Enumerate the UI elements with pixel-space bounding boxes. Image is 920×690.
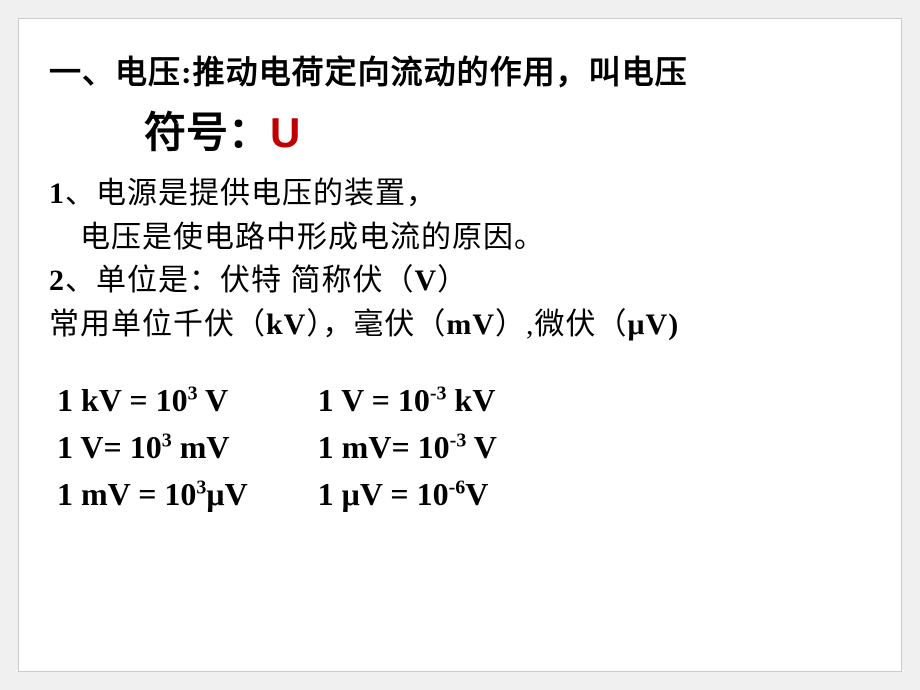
heading-line-2: 符号：U bbox=[144, 99, 871, 160]
point-1-text-1: 、电源是提供电压的装置， bbox=[65, 177, 437, 210]
conv-exp: -3 bbox=[450, 429, 467, 451]
point-2-num: 2 bbox=[49, 264, 65, 297]
point-2-close: ） bbox=[437, 264, 468, 297]
symbol-prefix: 符号： bbox=[144, 111, 270, 157]
conv-lhs: 1 mV bbox=[57, 476, 138, 512]
conv-rhs: mV bbox=[172, 429, 230, 465]
conv-lhs: 1 kV bbox=[57, 382, 129, 418]
conv-eq: = bbox=[104, 429, 130, 465]
conversions-right-col: 1 V = 10-3 kV1 mV= 10-3 V1 μV = 10-6V bbox=[318, 382, 497, 513]
conv-exp: 3 bbox=[196, 476, 206, 498]
conv-eq: = bbox=[390, 476, 416, 512]
conv-rhs: V bbox=[465, 476, 488, 512]
body-content: 1、电源是提供电压的装置， 电压是使电路中形成电流的原因。 2、单位是：伏特 简… bbox=[49, 172, 871, 346]
point-2-text: 、单位是：伏特 简称伏（ bbox=[65, 264, 415, 297]
conv-rhs: V bbox=[466, 429, 497, 465]
conv-base: 10 bbox=[418, 429, 450, 465]
unit-kv: kV bbox=[266, 308, 306, 341]
conv-base: 10 bbox=[130, 429, 162, 465]
conversion-left-2: 1 mV = 103μV bbox=[57, 476, 248, 513]
point-3: 常用单位千伏（kV），毫伏（mV）,微伏（μV) bbox=[49, 303, 871, 347]
conversions-left-col: 1 kV = 103 V1 V= 103 mV1 mV = 103μV bbox=[57, 382, 248, 513]
conv-exp: 3 bbox=[162, 429, 172, 451]
point-1-num: 1 bbox=[49, 177, 65, 210]
conv-lhs: 1 mV bbox=[318, 429, 392, 465]
conversion-left-1: 1 V= 103 mV bbox=[57, 429, 248, 466]
conv-eq: = bbox=[129, 382, 155, 418]
unit-mv: mV bbox=[446, 308, 495, 341]
conversions-block: 1 kV = 103 V1 V= 103 mV1 mV = 103μV 1 V … bbox=[49, 382, 871, 513]
conv-base: 10 bbox=[417, 476, 449, 512]
point-1-line-1: 1、电源是提供电压的装置， bbox=[49, 172, 871, 216]
conv-lhs: 1 μV bbox=[318, 476, 391, 512]
conv-rhs: μV bbox=[206, 476, 247, 512]
conv-eq: = bbox=[391, 429, 417, 465]
conv-lhs: 1 V bbox=[318, 382, 372, 418]
conv-base: 10 bbox=[398, 382, 430, 418]
point-1-line-2: 电压是使电路中形成电流的原因。 bbox=[49, 216, 871, 260]
heading-line-1: 一、电压:推动电荷定向流动的作用，叫电压 bbox=[49, 47, 871, 93]
point-3-mid-2: ）,微伏（ bbox=[495, 308, 628, 341]
conv-base: 10 bbox=[164, 476, 196, 512]
point-2: 2、单位是：伏特 简称伏（V） bbox=[49, 259, 871, 303]
unit-uv: μV) bbox=[628, 308, 680, 341]
conversion-left-0: 1 kV = 103 V bbox=[57, 382, 248, 419]
conversion-right-2: 1 μV = 10-6V bbox=[318, 476, 497, 513]
slide-container: 一、电压:推动电荷定向流动的作用，叫电压 符号：U 1、电源是提供电压的装置， … bbox=[18, 18, 902, 672]
conv-eq: = bbox=[372, 382, 398, 418]
conv-lhs: 1 V bbox=[57, 429, 104, 465]
symbol-u: U bbox=[270, 109, 300, 156]
conversion-right-0: 1 V = 10-3 kV bbox=[318, 382, 497, 419]
conversion-right-1: 1 mV= 10-3 V bbox=[318, 429, 497, 466]
conv-exp: -6 bbox=[449, 476, 466, 498]
conv-rhs: V bbox=[198, 382, 229, 418]
conv-eq: = bbox=[138, 476, 164, 512]
conv-base: 10 bbox=[156, 382, 188, 418]
conv-exp: -3 bbox=[430, 382, 447, 404]
unit-v: V bbox=[415, 264, 438, 297]
point-3-text-1: 常用单位千伏（ bbox=[49, 308, 266, 341]
conv-exp: 3 bbox=[188, 382, 198, 404]
point-3-mid-1: ），毫伏（ bbox=[306, 308, 446, 341]
conv-rhs: kV bbox=[447, 382, 496, 418]
